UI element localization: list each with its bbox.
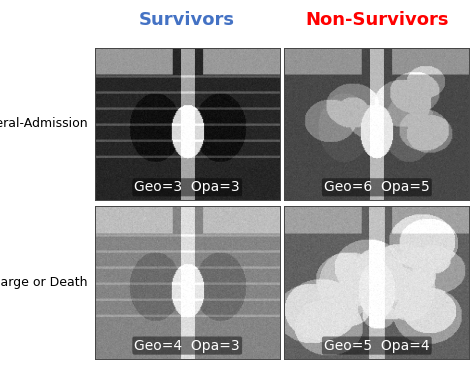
Text: Survivors: Survivors: [139, 11, 235, 29]
Text: Geo=5  Opa=4: Geo=5 Opa=4: [324, 339, 429, 352]
Text: Discharge or Death: Discharge or Death: [0, 276, 88, 289]
Text: Geo=4  Opa=3: Geo=4 Opa=3: [135, 339, 240, 352]
Text: Non-Survivors: Non-Survivors: [305, 11, 448, 29]
Text: General-Admission: General-Admission: [0, 117, 88, 131]
Text: Geo=6  Opa=5: Geo=6 Opa=5: [324, 180, 430, 194]
Text: Geo=3  Opa=3: Geo=3 Opa=3: [135, 180, 240, 194]
